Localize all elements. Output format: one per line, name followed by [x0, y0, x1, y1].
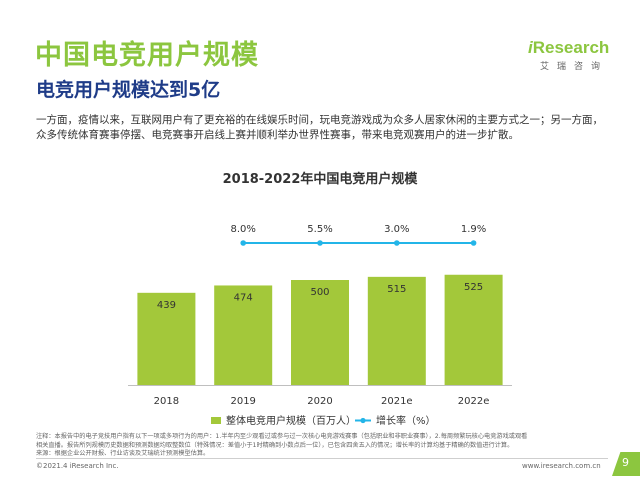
chart-marks: 439 2018 474 2019 500 2020 515 2021e 525 2022e 8.0… — [128, 224, 512, 407]
x-tick-label-2018: 2018 — [154, 396, 179, 407]
x-tick-label-2021e: 2021e — [381, 396, 413, 407]
chart-title: 2018-2022年中国电竞用户规模 — [223, 171, 419, 187]
x-tick-label-2019: 2019 — [230, 396, 255, 407]
growth-rate-label-2021e: 3.0% — [384, 224, 409, 235]
logo-research: Research — [532, 38, 610, 57]
bar-value-label-2018: 439 — [157, 300, 176, 311]
logo-chinese-name: 艾瑞咨询 — [540, 62, 609, 72]
logo-wordmark: iResearch — [528, 38, 609, 58]
bar-2022e — [444, 274, 503, 385]
x-tick-label-2020: 2020 — [307, 396, 332, 407]
legend: 整体电竞用户规模（百万人） 增长率（%） — [211, 414, 436, 427]
intro-line-1: 一方面，疫情以来，互联网用户有了更充裕的在线娱乐时间，玩电竞游戏成为众多人居家休… — [36, 114, 603, 126]
bar-2020 — [291, 280, 349, 385]
notes-line-2: 相关直播。报告所列规模历史数据和预测数据均取整数位（特殊情况：差值小于1时精确到… — [36, 441, 514, 449]
growth-rate-label-2022e: 1.9% — [461, 224, 486, 235]
page-number: 9 — [622, 456, 629, 469]
bar-value-label-2022e: 525 — [464, 282, 483, 293]
intro-paragraph: 一方面，疫情以来，互联网用户有了更充裕的在线娱乐时间，玩电竞游戏成为众多人居家休… — [36, 113, 614, 143]
footer-copyright: ©2021.4 iResearch Inc. — [36, 462, 119, 470]
growth-rate-label-2020: 5.5% — [307, 224, 332, 235]
legend-line-label: 增长率（%） — [376, 414, 436, 427]
footer-divider — [36, 458, 608, 459]
page-title: 中国电竞用户规模 — [35, 40, 259, 71]
bar-value-label-2020: 500 — [310, 287, 329, 298]
notes-source: 来源：根据企业公开财报、行业访谈及艾瑞统计预测模型估算。 — [36, 450, 210, 458]
legend-bar-swatch — [211, 417, 221, 424]
legend-line-marker — [360, 417, 366, 424]
logo-i: i — [528, 38, 533, 57]
intro-line-2: 众多传统体育赛事停摆、电竞赛事开启线上赛并顺利举办世界性赛事，带来电竞观赛用户的… — [36, 129, 519, 141]
growth-rate-point-2022e — [470, 240, 477, 246]
bar-2021e — [367, 276, 426, 385]
growth-rate-point-2021e — [394, 240, 400, 246]
iresearch-logo: iResearch 艾瑞咨询 — [528, 38, 609, 72]
bar-value-label-2019: 474 — [234, 292, 253, 303]
growth-rate-point-2020 — [317, 240, 323, 246]
legend-bar-label: 整体电竞用户规模（百万人） — [226, 414, 356, 427]
growth-rate-label-2019: 8.0% — [230, 224, 255, 235]
bar-2018 — [137, 292, 196, 385]
bar-value-label-2021e: 515 — [387, 284, 406, 295]
notes: 注释：本报告中的电子竞技用户指有以下一项或多项行为的用户：1.半年内至少观看过或… — [36, 433, 616, 459]
footer-website[interactable]: www.iresearch.com.cn — [522, 462, 601, 470]
bar-2019 — [214, 285, 273, 385]
notes-line-1: 注释：本报告中的电子竞技用户指有以下一项或多项行为的用户：1.半年内至少观看过或… — [36, 433, 528, 440]
x-tick-label-2022e: 2022e — [458, 396, 490, 407]
page-subtitle: 电竞用户规模达到5亿 — [36, 79, 221, 101]
growth-rate-point-2019 — [240, 240, 246, 246]
